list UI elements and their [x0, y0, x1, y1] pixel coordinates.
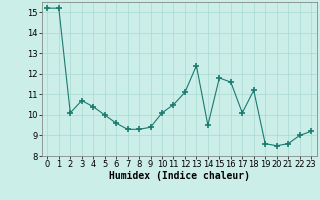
X-axis label: Humidex (Indice chaleur): Humidex (Indice chaleur) — [109, 171, 250, 181]
